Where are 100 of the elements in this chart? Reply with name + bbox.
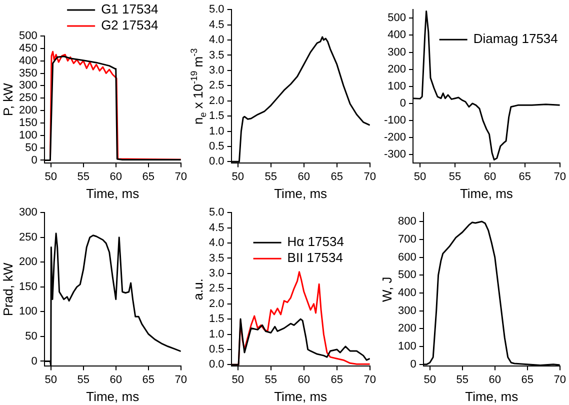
y-tick-label: 250 (18, 92, 38, 104)
x-axis-title: Time, ms (465, 388, 519, 404)
y-tick-label: 300 (18, 80, 38, 92)
y-tick-label: 5.0 (208, 4, 224, 16)
y-tick-label: 300 (398, 304, 416, 317)
y-tick-label: 500 (388, 12, 406, 24)
legend-label: G2 17534 (101, 18, 158, 33)
y-tick-label: 200 (398, 322, 416, 335)
x-tick-label: 60 (298, 374, 310, 386)
y-tick-label: 0 (31, 154, 38, 166)
y-tick-label: 0 (31, 355, 38, 368)
x-axis-title: Time, ms (86, 186, 140, 201)
y-tick-label: 2.5 (208, 80, 224, 92)
y-tick-label: 200 (18, 104, 38, 117)
y-tick-label: 1.5 (208, 313, 224, 326)
y-tick-label: 4.0 (208, 237, 224, 250)
y-tick-label: 5.0 (208, 206, 224, 219)
y-tick-label: 150 (18, 280, 38, 293)
y-tick-label: 4.0 (208, 34, 224, 46)
x-tick-label: 50 (44, 170, 57, 183)
y-tick-label: 250 (18, 231, 38, 244)
y-tick-label: 100 (388, 80, 406, 92)
x-tick-label: 65 (142, 170, 154, 183)
y-tick-label: 400 (18, 54, 38, 67)
y-tick-label: 300 (18, 206, 38, 219)
y-tick-label: 400 (388, 29, 406, 42)
x-tick-label: 65 (521, 374, 534, 386)
x-tick-label: 60 (488, 374, 501, 386)
y-axis-title: a.u. (190, 278, 206, 300)
y-tick-label: 150 (18, 116, 38, 129)
x-tick-label: 55 (264, 170, 278, 183)
x-tick-label: 55 (264, 374, 278, 386)
x-tick-label: 55 (448, 170, 462, 183)
x-tick-label: 65 (330, 170, 344, 183)
y-tick-label: 50 (25, 330, 38, 342)
y-tick-label: 3.0 (208, 267, 224, 280)
y-axis-title: P, kW (0, 82, 16, 116)
y-tick-label: 100 (398, 340, 416, 353)
x-tick-label: 55 (77, 170, 90, 183)
y-axis-title: Prad, kW (0, 262, 16, 316)
y-tick-label: 2.0 (208, 94, 224, 107)
x-tick-label: 50 (232, 374, 244, 386)
x-tick-label: 50 (44, 374, 57, 386)
y-axis-title: W, J (380, 276, 395, 302)
legend-label: BII 17534 (287, 250, 343, 266)
y-tick-label: 200 (388, 63, 406, 76)
x-tick-label: 70 (174, 374, 188, 386)
y-tick-label: 3.5 (208, 49, 224, 62)
y-tick-label: 450 (18, 42, 38, 54)
legend-label: Diamag 17534 (473, 31, 558, 46)
y-tick-label: 1.5 (208, 110, 224, 122)
y-tick-label: 0.0 (208, 358, 224, 371)
y-tick-label: 3.0 (208, 64, 224, 76)
x-tick-label: 65 (142, 374, 154, 386)
x-tick-label: 70 (554, 374, 566, 386)
y-tick-label: 700 (398, 233, 416, 246)
y-tick-label: 0.5 (208, 140, 224, 153)
y-tick-label: 4.5 (208, 222, 224, 234)
y-tick-label: 100 (18, 306, 38, 318)
x-tick-label: 60 (484, 170, 496, 183)
x-tick-label: 65 (518, 170, 532, 183)
y-tick-label: 300 (388, 46, 406, 58)
y-tick-label: 2.5 (208, 282, 224, 295)
y-tick-label: 0 (410, 358, 416, 370)
y-tick-label: 0.0 (208, 156, 224, 168)
x-tick-label: 70 (174, 170, 188, 183)
y-tick-label: 800 (398, 216, 416, 228)
y-tick-label: 100 (18, 129, 38, 142)
y-axis-title: ne x 10-19 m-3 (188, 48, 208, 124)
y-tick-label: 50 (25, 142, 38, 154)
x-tick-label: 70 (364, 374, 376, 386)
y-tick-label: 0 (400, 98, 406, 110)
x-tick-label: 50 (232, 170, 244, 183)
y-tick-label: 2.0 (208, 298, 224, 310)
y-tick-label: 500 (18, 30, 38, 42)
x-axis-title: Time, ms (86, 388, 140, 404)
x-tick-label: 60 (298, 170, 310, 183)
y-tick-label: 400 (398, 287, 416, 300)
y-tick-label: 1.0 (208, 125, 224, 138)
x-tick-label: 70 (554, 170, 566, 183)
y-tick-label: 3.5 (208, 252, 224, 264)
x-tick-label: 65 (330, 374, 344, 386)
y-tick-label: -300 (384, 148, 406, 161)
y-tick-label: -200 (384, 132, 406, 144)
x-tick-label: 60 (110, 170, 122, 183)
x-tick-label: 55 (456, 374, 468, 386)
y-tick-label: 500 (398, 269, 416, 282)
x-tick-label: 50 (424, 374, 436, 386)
legend-label: Hα 17534 (287, 234, 344, 250)
legend-label: G1 17534 (101, 2, 158, 17)
x-axis-title: Time, ms (274, 186, 328, 201)
x-tick-label: 60 (110, 374, 122, 386)
y-tick-label: 4.5 (208, 18, 224, 31)
x-axis-title: Time, ms (460, 186, 514, 201)
y-tick-label: 200 (18, 256, 38, 268)
x-tick-label: 50 (414, 170, 426, 183)
y-tick-label: 350 (18, 67, 38, 80)
x-tick-label: 55 (77, 374, 90, 386)
x-axis-title: Time, ms (274, 388, 328, 404)
y-tick-label: 600 (398, 251, 416, 264)
